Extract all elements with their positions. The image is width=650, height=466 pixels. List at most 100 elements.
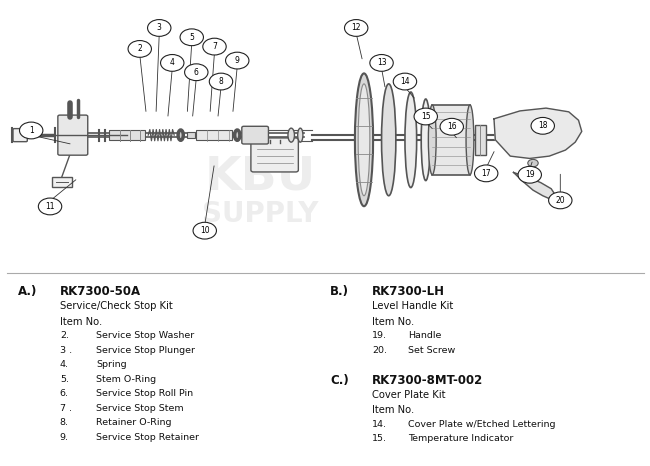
Text: 19: 19: [525, 170, 534, 179]
Bar: [196, 130, 232, 140]
Text: RK7300-50A: RK7300-50A: [60, 285, 141, 298]
Text: 19.: 19.: [372, 331, 387, 340]
FancyBboxPatch shape: [432, 105, 470, 175]
Text: 2.: 2.: [60, 331, 69, 340]
Circle shape: [161, 55, 184, 71]
Circle shape: [226, 52, 249, 69]
Circle shape: [518, 166, 541, 183]
Text: 10: 10: [200, 226, 209, 235]
Circle shape: [414, 108, 437, 125]
Ellipse shape: [298, 128, 303, 142]
Text: 11: 11: [46, 202, 55, 211]
Text: Set Screw: Set Screw: [408, 346, 456, 355]
Ellipse shape: [358, 84, 370, 196]
Circle shape: [531, 117, 554, 134]
Ellipse shape: [355, 73, 373, 206]
Circle shape: [38, 198, 62, 215]
Text: 14.: 14.: [372, 420, 387, 429]
Text: Service Stop Washer: Service Stop Washer: [96, 331, 194, 340]
Circle shape: [549, 192, 572, 209]
Circle shape: [474, 165, 498, 182]
Text: Retainer O-Ring: Retainer O-Ring: [96, 418, 172, 427]
Bar: [52, 177, 72, 187]
Circle shape: [148, 20, 171, 36]
Text: 3 .: 3 .: [60, 346, 72, 355]
FancyBboxPatch shape: [58, 115, 88, 155]
Text: Handle: Handle: [408, 331, 441, 340]
Polygon shape: [514, 172, 556, 199]
Text: 18: 18: [538, 121, 547, 130]
Circle shape: [370, 55, 393, 71]
Circle shape: [185, 64, 208, 81]
Text: Service Stop Plunger: Service Stop Plunger: [96, 346, 195, 355]
Text: 7 .: 7 .: [60, 404, 72, 413]
Circle shape: [193, 222, 216, 239]
Circle shape: [440, 118, 463, 135]
Ellipse shape: [178, 130, 183, 140]
Text: Item No.: Item No.: [372, 405, 414, 415]
Circle shape: [344, 20, 368, 36]
Ellipse shape: [428, 105, 436, 175]
Ellipse shape: [466, 105, 474, 175]
Text: 20.: 20.: [372, 346, 387, 355]
Circle shape: [128, 41, 151, 57]
Text: A.): A.): [18, 285, 38, 298]
Text: Service/Check Stop Kit: Service/Check Stop Kit: [60, 301, 172, 311]
Text: Temperature Indicator: Temperature Indicator: [408, 434, 514, 443]
Text: 12: 12: [352, 23, 361, 33]
Text: 13: 13: [377, 58, 386, 68]
Text: 2: 2: [137, 44, 142, 54]
Text: 5: 5: [189, 33, 194, 42]
Text: 15: 15: [421, 112, 430, 121]
Text: B.): B.): [330, 285, 349, 298]
FancyBboxPatch shape: [242, 126, 268, 144]
Circle shape: [180, 29, 203, 46]
Text: 7: 7: [212, 42, 217, 51]
Text: 20: 20: [556, 196, 565, 205]
Text: 9: 9: [235, 56, 240, 65]
Ellipse shape: [288, 128, 294, 142]
Text: 6: 6: [194, 68, 199, 77]
Circle shape: [528, 159, 538, 167]
Circle shape: [209, 73, 233, 90]
Text: Spring: Spring: [96, 360, 127, 369]
Text: Cover Plate w/Etched Lettering: Cover Plate w/Etched Lettering: [408, 420, 556, 429]
Text: 1: 1: [29, 126, 34, 135]
Text: RK7300-LH: RK7300-LH: [372, 285, 445, 298]
FancyBboxPatch shape: [13, 129, 27, 142]
Bar: [109, 130, 145, 140]
Circle shape: [203, 38, 226, 55]
Text: 14: 14: [400, 77, 410, 86]
Text: RK7300-8MT-002: RK7300-8MT-002: [372, 374, 483, 387]
Ellipse shape: [382, 84, 396, 196]
Text: 16: 16: [447, 122, 456, 131]
Circle shape: [20, 122, 43, 139]
Text: 6.: 6.: [60, 389, 69, 398]
Circle shape: [393, 73, 417, 90]
Text: Item No.: Item No.: [60, 317, 102, 327]
Text: Stem O-Ring: Stem O-Ring: [96, 375, 156, 384]
Bar: [474, 125, 486, 155]
Text: Cover Plate Kit: Cover Plate Kit: [372, 390, 445, 400]
Text: Item No.: Item No.: [372, 317, 414, 327]
Ellipse shape: [235, 130, 240, 140]
Text: C.): C.): [330, 374, 349, 387]
Text: Service Stop Stem: Service Stop Stem: [96, 404, 184, 413]
Text: Service Stop Retainer: Service Stop Retainer: [96, 433, 199, 442]
Ellipse shape: [405, 92, 417, 187]
Text: 15.: 15.: [372, 434, 387, 443]
Text: 4: 4: [170, 58, 175, 68]
Text: Service Stop Roll Pin: Service Stop Roll Pin: [96, 389, 193, 398]
Text: SUPPLY: SUPPLY: [202, 200, 318, 228]
Text: KBU: KBU: [204, 155, 316, 199]
Text: 8: 8: [218, 77, 224, 86]
Text: 8.: 8.: [60, 418, 69, 427]
Polygon shape: [494, 108, 582, 158]
Text: 9.: 9.: [60, 433, 69, 442]
Text: Level Handle Kit: Level Handle Kit: [372, 301, 453, 311]
Text: 3: 3: [157, 23, 162, 33]
Ellipse shape: [421, 99, 430, 180]
Text: 4.: 4.: [60, 360, 69, 369]
Text: 17: 17: [482, 169, 491, 178]
FancyBboxPatch shape: [251, 138, 298, 172]
